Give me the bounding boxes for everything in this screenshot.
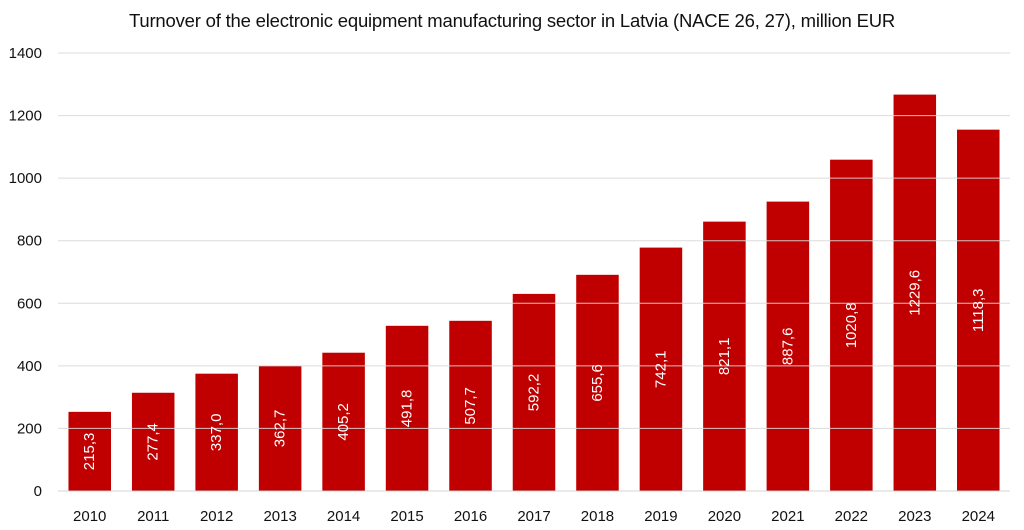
bar [893, 94, 937, 492]
data-label: 592,2 [526, 374, 543, 412]
y-tick-label: 200 [17, 420, 42, 437]
data-label: 507,7 [462, 387, 479, 425]
x-axis-labels: 2010 2011 2012 2013 2014 2015 2016 2017 2018 2019… [73, 508, 995, 525]
data-label: 1118,3 [970, 288, 987, 332]
bar [385, 325, 429, 491]
data-label: 655,6 [589, 364, 606, 402]
bar [576, 274, 619, 491]
bar [703, 221, 746, 491]
gridlines-layer [58, 52, 1010, 492]
y-tick-label: 1200 [9, 108, 42, 125]
data-label: 821,1 [716, 338, 733, 376]
x-tick-label: 2024 [962, 508, 995, 525]
bar [639, 247, 683, 491]
bar [512, 293, 556, 491]
data-label: 337,0 [208, 414, 225, 452]
bar [766, 201, 810, 491]
x-tick-label: 2018 [581, 508, 614, 525]
data-label: 742,1 [652, 351, 669, 389]
x-tick-label: 2013 [263, 508, 296, 525]
y-tick-label: 400 [17, 358, 42, 375]
y-tick-label: 0 [34, 483, 42, 500]
bar [131, 392, 175, 491]
x-tick-label: 2017 [517, 508, 550, 525]
data-label: 362,7 [272, 410, 289, 448]
x-tick-label: 2016 [454, 508, 487, 525]
y-tick-label: 800 [17, 233, 42, 250]
y-tick-label: 600 [17, 295, 42, 312]
chart-title: Turnover of the electronic equipment man… [128, 10, 896, 31]
x-tick-label: 2022 [835, 508, 868, 525]
data-label: 1020,8 [843, 302, 860, 348]
bar [68, 411, 111, 491]
y-tick-label: 1400 [9, 45, 42, 62]
bar [957, 129, 1000, 491]
bar [195, 373, 238, 491]
data-label: 1229,6 [906, 270, 923, 316]
x-tick-label: 2015 [390, 508, 423, 525]
data-label: 215,3 [81, 433, 98, 471]
x-tick-label: 2019 [644, 508, 677, 525]
x-tick-label: 2014 [327, 508, 360, 525]
data-label: 887,6 [779, 328, 796, 366]
data-label: 405,2 [335, 403, 352, 441]
data-label: 277,4 [145, 423, 162, 461]
data-label: 491,8 [399, 390, 416, 428]
y-tick-label: 1000 [9, 170, 42, 187]
bar [449, 320, 492, 491]
x-tick-label: 2020 [708, 508, 741, 525]
bar [830, 159, 873, 492]
x-tick-label: 2023 [898, 508, 931, 525]
x-tick-label: 2012 [200, 508, 233, 525]
bar [322, 352, 365, 491]
x-tick-label: 2010 [73, 508, 106, 525]
y-axis-labels: 0 200 400 600 800 1000 1200 1400 [9, 45, 42, 500]
data-labels-layer: 215,3 277,4 337,0 362,7 405,2 491,8 507,7 592,2… [81, 270, 987, 470]
x-tick-label: 2011 [137, 508, 169, 525]
x-tick-label: 2021 [771, 508, 804, 525]
